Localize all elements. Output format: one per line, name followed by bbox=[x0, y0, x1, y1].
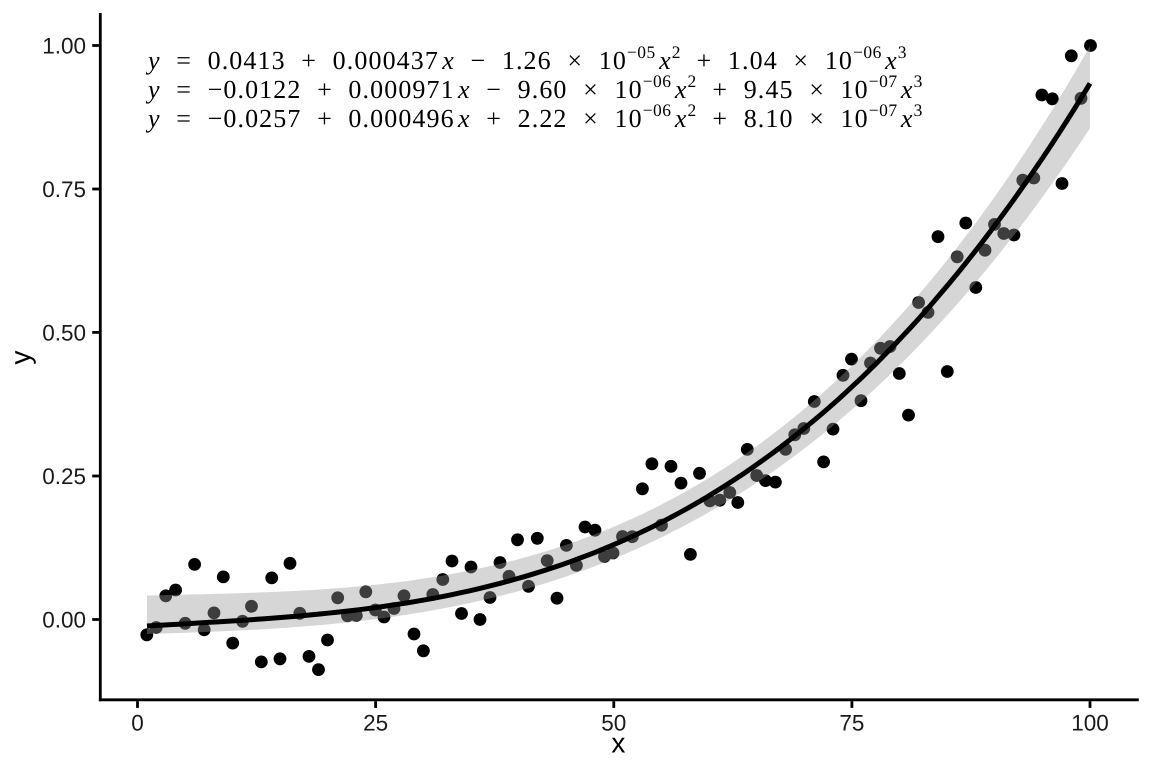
svg-text:100: 100 bbox=[1071, 710, 1109, 735]
svg-text:0.50: 0.50 bbox=[42, 321, 86, 346]
svg-text:75: 75 bbox=[839, 710, 864, 735]
svg-text:0.00: 0.00 bbox=[42, 608, 86, 633]
svg-text:x: x bbox=[611, 728, 625, 759]
svg-text:0.25: 0.25 bbox=[42, 464, 86, 489]
svg-text:50: 50 bbox=[601, 710, 626, 735]
svg-text:0: 0 bbox=[131, 710, 144, 735]
svg-text:y: y bbox=[5, 351, 36, 365]
svg-text:25: 25 bbox=[363, 710, 388, 735]
svg-text:0.75: 0.75 bbox=[42, 177, 86, 202]
svg-text:1.00: 1.00 bbox=[42, 34, 86, 59]
